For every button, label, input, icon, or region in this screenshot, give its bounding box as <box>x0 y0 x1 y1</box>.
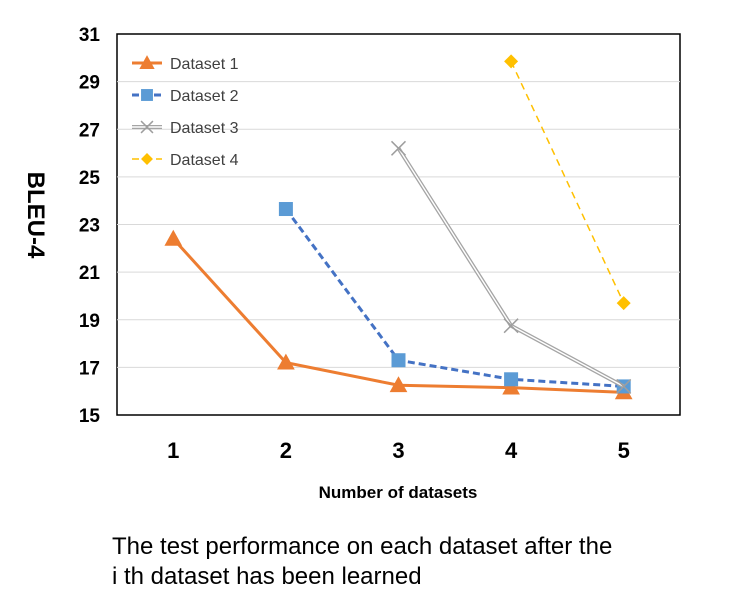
data-point-square <box>391 353 406 368</box>
x-tick-label: 1 <box>167 438 179 463</box>
legend-item: Dataset 4 <box>132 152 239 169</box>
data-point-diamond <box>504 54 519 69</box>
y-tick-label: 17 <box>79 358 100 379</box>
data-point-square <box>141 89 153 101</box>
data-point-x <box>390 140 407 156</box>
series-line <box>510 61 625 304</box>
series-3 <box>390 140 632 394</box>
data-point-x <box>503 318 519 334</box>
y-tick-label: 23 <box>79 216 100 237</box>
y-tick-labels: 15 17 19 21 23 25 27 29 31 <box>79 25 101 427</box>
series-line <box>284 208 624 388</box>
legend-item: Dataset 2 <box>132 88 239 105</box>
data-point-x <box>616 378 632 394</box>
legend-label: Dataset 2 <box>170 88 239 105</box>
y-tick-label: 15 <box>79 406 101 427</box>
data-point-triangle <box>139 55 155 69</box>
series-1 <box>164 229 633 400</box>
data-point-square <box>278 202 293 217</box>
y-tick-label: 21 <box>79 263 101 284</box>
legend-label: Dataset 4 <box>170 152 239 169</box>
data-point-x <box>140 120 154 134</box>
data-point-diamond <box>141 153 153 165</box>
data-point-triangle <box>164 229 183 246</box>
series-group <box>164 54 633 400</box>
data-point-diamond <box>616 296 631 311</box>
data-point-square <box>504 372 519 387</box>
caption-line-1: The test performance on each dataset aft… <box>112 533 613 560</box>
y-tick-label: 19 <box>79 311 100 332</box>
y-tick-label: 25 <box>79 168 101 189</box>
data-point-triangle <box>502 378 520 395</box>
legend-label: Dataset 1 <box>170 56 239 73</box>
y-tick-label: 31 <box>79 25 101 46</box>
series-4 <box>504 54 631 311</box>
legend-item: Dataset 1 <box>132 55 239 73</box>
y-axis-title: BLEU-4 <box>22 172 49 259</box>
x-tick-label: 3 <box>392 438 404 463</box>
legend: Dataset 1 Dataset 2 Dataset 3 Dataset 4 <box>132 55 239 169</box>
legend-item: Dataset 3 <box>132 120 239 137</box>
x-axis-title: Number of datasets <box>319 483 478 502</box>
x-tick-labels: 1 2 3 4 5 <box>167 438 630 463</box>
data-point-triangle <box>277 353 295 370</box>
y-tick-label: 29 <box>79 73 100 94</box>
x-tick-label: 4 <box>505 438 518 463</box>
caption-line-2: i th dataset has been learned <box>112 563 422 590</box>
x-tick-label: 2 <box>280 438 292 463</box>
data-point-triangle <box>389 376 408 393</box>
legend-label: Dataset 3 <box>170 120 239 137</box>
caption: The test performance on each dataset aft… <box>112 532 712 592</box>
x-tick-label: 5 <box>618 438 630 463</box>
y-tick-label: 27 <box>79 120 100 141</box>
